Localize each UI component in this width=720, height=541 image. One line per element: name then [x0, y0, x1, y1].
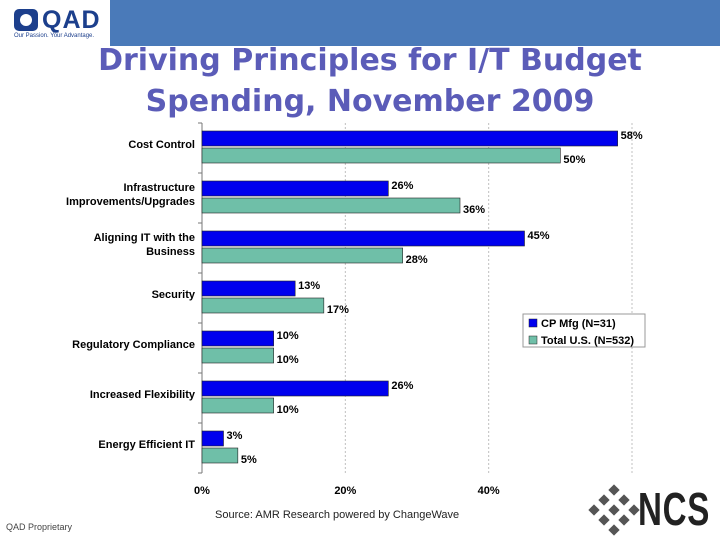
data-label: 10%	[277, 404, 299, 416]
footer-text: QAD Proprietary	[6, 522, 73, 532]
qad-logo-tagline: Our Passion. Your Advantage.	[14, 33, 95, 39]
data-label: 5%	[241, 454, 257, 466]
data-label: 50%	[563, 154, 585, 166]
ncs-logo: NCS	[588, 483, 716, 536]
y-category-label: Aligning IT with the	[94, 232, 195, 244]
bar-cp-mfg	[201, 180, 389, 197]
y-category-label: Business	[146, 246, 195, 258]
bar-total-us	[201, 147, 561, 164]
qad-logo-text: QAD	[42, 6, 101, 34]
x-tick-label: 40%	[478, 485, 500, 497]
qad-logo-mark-icon	[14, 9, 38, 31]
y-category-label: Regulatory Compliance	[72, 339, 195, 351]
data-label: 10%	[277, 330, 299, 342]
bar-cp-mfg	[201, 130, 618, 147]
bar-total-us	[201, 247, 403, 264]
legend-swatch	[528, 318, 538, 328]
data-label: 36%	[463, 204, 485, 216]
bar-cp-mfg	[201, 430, 224, 447]
bar-total-us	[201, 197, 461, 214]
data-label: 13%	[298, 280, 320, 292]
bar-cp-mfg	[201, 330, 274, 347]
ncs-logo-pattern-icon	[588, 484, 640, 536]
ncs-logo-text: NCS	[638, 483, 711, 535]
slide-title: Driving Principles for I/T Budget Spendi…	[90, 40, 650, 122]
y-category-label: Increased Flexibility	[90, 389, 196, 401]
data-label: 58%	[621, 130, 643, 142]
source-note: Source: AMR Research powered by ChangeWa…	[215, 509, 460, 521]
y-category-label: Improvements/Upgrades	[66, 196, 195, 208]
data-label: 26%	[391, 180, 413, 192]
bar-total-us	[201, 347, 274, 364]
qad-logo: QAD Our Passion. Your Advantage.	[0, 0, 110, 46]
legend-swatch	[528, 335, 538, 345]
data-label: 28%	[406, 254, 428, 266]
bar-total-us	[201, 297, 325, 314]
bar-cp-mfg	[201, 380, 389, 397]
legend-box	[522, 313, 646, 348]
x-tick-label: 0%	[194, 485, 210, 497]
y-category-label: Cost Control	[128, 139, 195, 151]
y-category-label: Security	[152, 289, 196, 301]
header-bar: QAD Our Passion. Your Advantage.	[0, 0, 720, 46]
y-category-label: Infrastructure	[123, 182, 195, 194]
slide-title-line-1: Driving Principles for I/T Budget	[98, 43, 642, 78]
bar-total-us	[201, 397, 274, 414]
slide-title-line-2: Spending, November 2009	[145, 84, 595, 119]
data-label: 26%	[391, 380, 413, 392]
data-label: 17%	[327, 304, 349, 316]
data-label: 3%	[227, 430, 243, 442]
legend-label: Total U.S. (N=532)	[541, 335, 634, 347]
x-tick-label: 20%	[334, 485, 356, 497]
bar-total-us	[201, 447, 239, 464]
bar-cp-mfg	[201, 230, 525, 247]
bar-cp-mfg	[201, 280, 296, 297]
y-category-label: Energy Efficient IT	[98, 439, 195, 451]
legend-label: CP Mfg (N=31)	[541, 318, 616, 330]
data-label: 45%	[528, 230, 550, 242]
data-label: 10%	[277, 354, 299, 366]
